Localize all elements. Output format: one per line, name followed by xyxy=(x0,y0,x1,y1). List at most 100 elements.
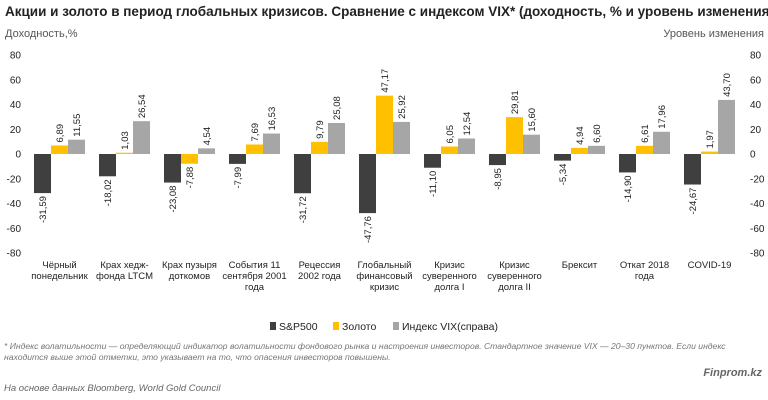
data-label: 16,53 xyxy=(267,107,278,131)
bar-sp500 xyxy=(99,154,116,177)
bar-gold xyxy=(376,95,393,154)
data-label: -8,95 xyxy=(493,168,504,190)
category-label: Рецессия 2002 года xyxy=(298,260,342,282)
bar-vix xyxy=(653,131,670,154)
bar-gold xyxy=(51,145,68,154)
y-tick-left: 20 xyxy=(10,125,22,136)
bar-vix xyxy=(458,138,475,154)
bar-vix xyxy=(68,139,85,154)
category-label: COVID-19 xyxy=(688,260,732,271)
category-label: Кризис суверенного долга II xyxy=(487,260,542,293)
bar-vix xyxy=(523,134,540,154)
data-label: -47,76 xyxy=(363,216,374,243)
category-label: Кризис суверенного долга I xyxy=(422,260,477,293)
chart-title: Акции и золото в период глобальных кризи… xyxy=(5,4,768,19)
bar-gold xyxy=(506,117,523,154)
bar-sp500 xyxy=(424,154,441,168)
data-label: -31,59 xyxy=(38,196,49,223)
bar-sp500 xyxy=(229,154,246,164)
data-label: 26,54 xyxy=(137,94,148,118)
bar-vix xyxy=(133,121,150,154)
bar-series xyxy=(34,95,735,214)
bar-sp500 xyxy=(554,154,571,161)
bar-vix xyxy=(393,121,410,154)
legend-label: Индекс VIX(справа) xyxy=(402,321,498,333)
bar-sp500 xyxy=(34,154,51,194)
chart-area: Доходность,% Уровень изменения 80 60 40 20 0… xyxy=(5,28,765,333)
bar-sp500 xyxy=(684,154,701,185)
y-axis-title-left: Доходность,% xyxy=(5,28,78,40)
bar-gold xyxy=(246,144,263,154)
category-label: Брексит xyxy=(562,260,598,271)
category-labels: Чёрный понедельник Крах хедж-фонда LTCM Кра… xyxy=(31,260,731,293)
y-tick-left: 40 xyxy=(10,100,22,111)
bar-gold xyxy=(311,141,328,154)
data-label: 6,05 xyxy=(445,125,456,144)
y-tick-right: 80 xyxy=(750,51,762,62)
data-label: 25,92 xyxy=(397,95,408,119)
data-label: 4,54 xyxy=(202,127,213,146)
bar-vix xyxy=(263,133,280,154)
y-tick-left: -80 xyxy=(7,249,22,260)
category-label: События 11 сентября 2001 года xyxy=(222,260,286,293)
y-tick-left: 60 xyxy=(10,75,22,86)
bar-sp500 xyxy=(489,154,506,166)
data-labels: -31,59 -18,02 -23,08 -7,99 -31,72 -47,76 -11,1… xyxy=(38,69,733,243)
data-label: -7,99 xyxy=(233,167,244,189)
bar-gold xyxy=(571,147,588,154)
category-label: Крах пузыря доткомов xyxy=(162,260,217,282)
data-label: -7,88 xyxy=(185,167,196,189)
data-label: 6,60 xyxy=(592,124,603,143)
data-label: 43,70 xyxy=(722,73,733,97)
data-label: 1,03 xyxy=(120,131,131,150)
legend-label: Золото xyxy=(342,321,376,333)
y-tick-right: 0 xyxy=(750,150,756,161)
data-label: 9,79 xyxy=(315,120,326,139)
bar-gold xyxy=(701,151,718,154)
bar-sp500 xyxy=(619,154,636,173)
y-tick-right: 20 xyxy=(750,125,762,136)
bar-vix xyxy=(198,148,215,154)
y-tick-left: -60 xyxy=(7,224,22,235)
data-label: -11,10 xyxy=(428,171,439,197)
y-tick-left: -40 xyxy=(7,199,22,210)
data-label: 4,94 xyxy=(575,126,586,145)
data-label: 7,69 xyxy=(250,123,261,142)
data-label: 25,08 xyxy=(332,96,343,120)
category-label: Чёрный понедельник xyxy=(31,260,88,282)
legend-label: S&P500 xyxy=(279,321,318,333)
data-label: 12,54 xyxy=(462,112,473,136)
data-label: 17,96 xyxy=(657,105,668,129)
y-tick-right: -60 xyxy=(750,224,765,235)
data-label: 11,55 xyxy=(72,114,83,137)
y-tick-right: 60 xyxy=(750,75,762,86)
legend: S&P500 Золото Индекс VIX(справа) xyxy=(270,321,498,333)
bar-vix xyxy=(588,145,605,154)
legend-swatch xyxy=(393,322,399,330)
y-tick-right: 40 xyxy=(750,100,762,111)
data-label: -24,67 xyxy=(688,188,699,215)
y-tick-left: 0 xyxy=(15,150,21,161)
source-note: На основе данных Bloomberg, World Gold C… xyxy=(4,383,221,394)
bar-sp500 xyxy=(164,154,181,183)
y-tick-right: -40 xyxy=(750,199,765,210)
data-label: 15,60 xyxy=(527,108,538,132)
y-tick-right: -20 xyxy=(750,174,765,185)
bar-gold xyxy=(636,145,653,154)
footnote: * Индекс волатильности — определяющий ин… xyxy=(4,341,726,362)
data-label: 29,81 xyxy=(510,90,521,114)
data-label: 1,97 xyxy=(705,130,716,149)
y-axis-title-right: Уровень изменения xyxy=(663,28,764,40)
data-label: -5,34 xyxy=(558,164,569,186)
bar-sp500 xyxy=(359,154,376,214)
y-axis-right: 80 60 40 20 0 -20 -40 -60 -80 xyxy=(750,51,765,260)
category-label: Глобальный финансовый кризис xyxy=(356,260,412,293)
data-label: -18,02 xyxy=(103,179,114,206)
y-tick-left: 80 xyxy=(10,51,22,62)
category-label: Крах хедж-фонда LTCM xyxy=(96,260,153,282)
bar-gold xyxy=(441,146,458,154)
legend-swatch xyxy=(270,322,276,330)
data-label: -14,90 xyxy=(623,175,634,202)
category-label: Откат 2018 года xyxy=(620,260,669,282)
brand-logo[interactable]: Finprom.kz xyxy=(703,367,762,379)
